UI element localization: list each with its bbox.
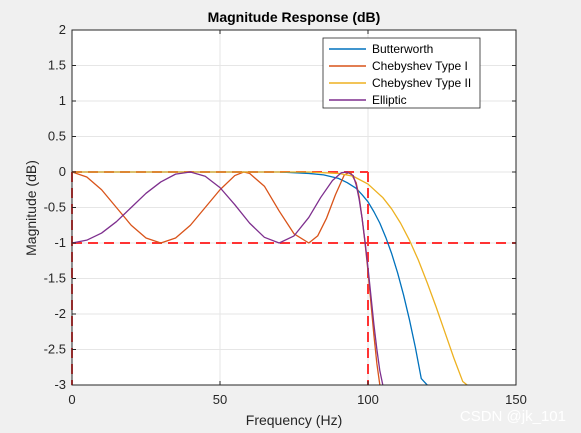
legend-label: Chebyshev Type II <box>372 76 471 90</box>
x-tick-label: 0 <box>68 392 75 407</box>
y-tick-label: 0 <box>59 164 66 179</box>
y-tick-label: -1 <box>54 235 66 250</box>
x-tick-label: 100 <box>357 392 379 407</box>
watermark: CSDN @jk_101 <box>460 408 566 425</box>
series-line-elliptic <box>72 171 384 385</box>
y-axis-label: Magnitude (dB) <box>23 160 39 256</box>
legend: Butterworth Chebyshev Type I Chebyshev Typ… <box>322 37 481 109</box>
legend-label: Butterworth <box>372 42 433 56</box>
y-tick-label: 0.5 <box>48 129 66 144</box>
x-axis-label: Frequency (Hz) <box>246 412 342 428</box>
series-line-chebyshev-type-ii <box>72 171 468 385</box>
y-tick-label: -2 <box>54 306 66 321</box>
y-tick-label: -3 <box>54 377 66 392</box>
x-tick-label: 50 <box>213 392 227 407</box>
legend-label: Elliptic <box>372 93 407 107</box>
x-tick-label: 150 <box>505 392 527 407</box>
y-tick-label: -0.5 <box>44 200 66 215</box>
y-tick-label: 1.5 <box>48 58 66 73</box>
axis-ticks: 21.510.50-0.5-1-1.5-2-2.5-30 50 100 150 <box>44 22 527 407</box>
y-tick-label: 1 <box>59 93 66 108</box>
chart-title: Magnitude Response (dB) <box>208 9 381 25</box>
y-tick-label: -2.5 <box>44 342 66 357</box>
y-tick-label: 2 <box>59 22 66 37</box>
y-tick-label: -1.5 <box>44 271 66 286</box>
series-lines <box>72 171 468 385</box>
legend-label: Chebyshev Type I <box>372 59 468 73</box>
